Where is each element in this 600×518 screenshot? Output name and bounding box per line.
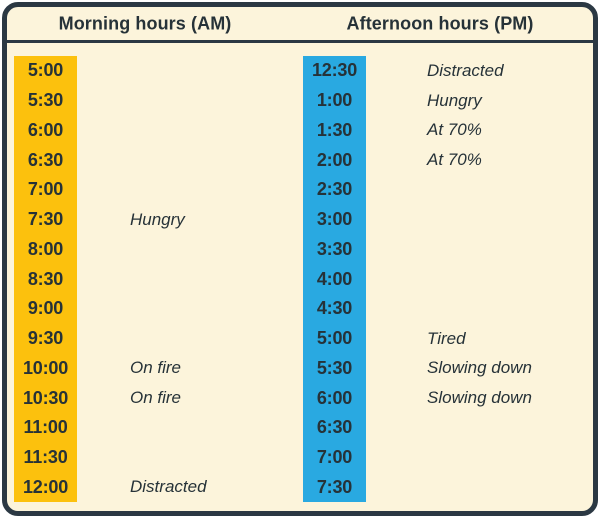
time-cell: 10:30 <box>14 383 77 413</box>
schedule-row: 3:00 <box>303 204 532 235</box>
schedule-row: 10:00 On fire <box>14 353 207 384</box>
note-label: Distracted <box>130 477 207 497</box>
schedule-row: 10:30 On fire <box>14 383 207 413</box>
note-label: Tired <box>427 328 466 348</box>
time-cell: 10:00 <box>14 353 77 384</box>
time-cell: 5:00 <box>303 323 366 354</box>
schedule-row: 6:00 <box>14 115 207 146</box>
time-cell: 3:00 <box>303 204 366 235</box>
time-cell: 9:00 <box>14 294 77 324</box>
schedule-row: 5:30 Slowing down <box>303 353 532 384</box>
schedule-row: 9:00 <box>14 294 207 324</box>
schedule-row: 6:00 Slowing down <box>303 383 532 413</box>
schedule-row: 1:00 Hungry <box>303 85 532 116</box>
schedule-row: 5:00 Tired <box>303 323 532 354</box>
time-cell: 12:00 <box>14 472 77 503</box>
note-label: Hungry <box>130 209 185 229</box>
schedule-row: 7:30 Hungry <box>14 204 207 235</box>
schedule-row: 11:30 <box>14 442 207 473</box>
time-cell: 3:30 <box>303 234 366 265</box>
card-body: 5:00 5:30 6:00 6:30 7:00 7:30 Hungry 8:00 8:30 9:… <box>7 43 593 511</box>
morning-column: 5:00 5:30 6:00 6:30 7:00 7:30 Hungry 8:00 8:30 9:… <box>14 56 207 503</box>
schedule-row: 11:00 <box>14 413 207 443</box>
time-cell: 5:30 <box>303 353 366 384</box>
note-label: Slowing down <box>427 388 532 408</box>
note-label: At 70% <box>427 120 482 140</box>
schedule-row: 7:30 <box>303 472 532 503</box>
time-cell: 5:00 <box>14 56 77 86</box>
time-cell: 2:30 <box>303 175 366 205</box>
time-cell: 7:00 <box>303 442 366 473</box>
time-cell: 1:30 <box>303 115 366 146</box>
schedule-row: 5:30 <box>14 85 207 116</box>
schedule-row: 4:30 <box>303 294 532 324</box>
schedule-row: 12:30 Distracted <box>303 56 532 86</box>
time-cell: 2:00 <box>303 145 366 175</box>
schedule-row: 9:30 <box>14 323 207 354</box>
afternoon-header: Afternoon hours (PM) <box>346 13 534 33</box>
time-cell: 11:30 <box>14 442 77 473</box>
time-cell: 6:00 <box>14 115 77 146</box>
time-cell: 1:00 <box>303 85 366 116</box>
schedule-row: 2:30 <box>303 175 532 205</box>
schedule-row: 7:00 <box>303 442 532 473</box>
time-cell: 4:30 <box>303 294 366 324</box>
time-cell: 5:30 <box>14 85 77 116</box>
schedule-row: 5:00 <box>14 56 207 86</box>
afternoon-column: 12:30 Distracted 1:00 Hungry 1:30 At 70% 2:00 A… <box>303 56 532 503</box>
schedule-row: 2:00 At 70% <box>303 145 532 175</box>
schedule-row: 7:00 <box>14 175 207 205</box>
time-cell: 12:30 <box>303 56 366 86</box>
time-cell: 8:30 <box>14 264 77 294</box>
schedule-row: 6:30 <box>303 413 532 443</box>
schedule-row: 8:30 <box>14 264 207 294</box>
time-cell: 11:00 <box>14 413 77 443</box>
time-cell: 7:00 <box>14 175 77 205</box>
schedule-row: 3:30 <box>303 234 532 265</box>
note-label: At 70% <box>427 150 482 170</box>
note-label: On fire <box>130 358 182 378</box>
time-cell: 7:30 <box>14 204 77 235</box>
time-cell: 6:30 <box>303 413 366 443</box>
schedule-row: 1:30 At 70% <box>303 115 532 146</box>
note-label: Hungry <box>427 90 482 110</box>
time-cell: 4:00 <box>303 264 366 294</box>
note-label: Slowing down <box>427 358 532 378</box>
time-cell: 9:30 <box>14 323 77 354</box>
time-cell: 6:30 <box>14 145 77 175</box>
time-cell: 7:30 <box>303 472 366 503</box>
schedule-row: 8:00 <box>14 234 207 265</box>
time-cell: 6:00 <box>303 383 366 413</box>
schedule-row: 6:30 <box>14 145 207 175</box>
note-label: Distracted <box>427 60 504 80</box>
card-header: Morning hours (AM) Afternoon hours (PM) <box>7 7 593 43</box>
morning-header: Morning hours (AM) <box>58 13 232 33</box>
schedule-row: 12:00 Distracted <box>14 472 207 503</box>
time-cell: 8:00 <box>14 234 77 265</box>
schedule-row: 4:00 <box>303 264 532 294</box>
note-label: On fire <box>130 388 182 408</box>
